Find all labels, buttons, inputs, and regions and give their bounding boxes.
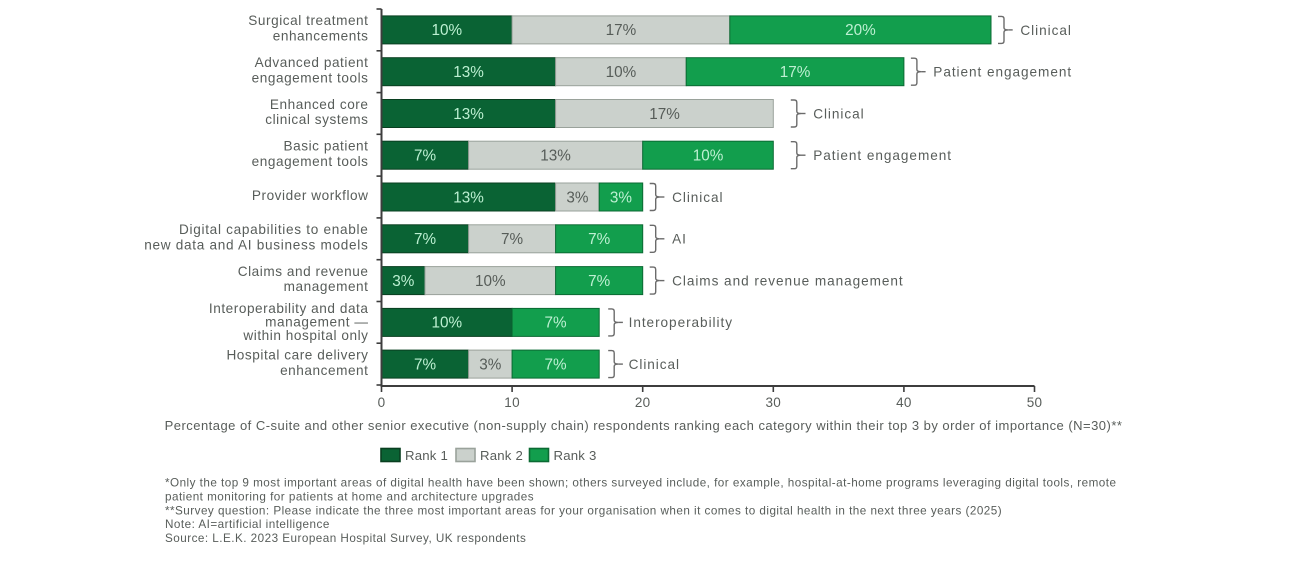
svg-text:Patient engagement: Patient engagement: [813, 148, 952, 163]
svg-text:30: 30: [765, 395, 781, 410]
svg-text:Advanced patient: Advanced patient: [255, 55, 369, 70]
svg-text:Clinical: Clinical: [813, 106, 864, 121]
svg-text:enhancements: enhancements: [273, 29, 369, 44]
svg-text:Source: L.E.K. 2023 European H: Source: L.E.K. 2023 European Hospital Su…: [165, 532, 526, 545]
svg-text:AI: AI: [672, 232, 687, 247]
svg-text:10%: 10%: [475, 273, 506, 290]
svg-text:Patient engagement: Patient engagement: [933, 65, 1072, 80]
svg-text:Clinical: Clinical: [1020, 23, 1071, 38]
svg-text:10%: 10%: [431, 22, 462, 39]
svg-text:Percentage of C-suite and othe: Percentage of C-suite and other senior e…: [165, 418, 1123, 433]
svg-text:Rank 2: Rank 2: [480, 448, 523, 463]
svg-text:within hospital only: within hospital only: [242, 328, 368, 343]
svg-text:0: 0: [378, 395, 386, 410]
svg-text:Rank 1: Rank 1: [405, 448, 448, 463]
svg-text:Clinical: Clinical: [629, 357, 680, 372]
svg-text:Rank 3: Rank 3: [554, 448, 597, 463]
svg-text:50: 50: [1027, 395, 1043, 410]
svg-text:7%: 7%: [414, 231, 437, 248]
svg-text:10%: 10%: [431, 315, 462, 332]
svg-text:Provider workflow: Provider workflow: [252, 188, 369, 203]
svg-text:engagement tools: engagement tools: [252, 154, 369, 169]
svg-text:Note: AI=artificial intelligen: Note: AI=artificial intelligence: [165, 518, 330, 531]
svg-text:patient monitoring for patient: patient monitoring for patients at home …: [165, 491, 534, 504]
svg-text:management —: management —: [265, 315, 368, 330]
svg-text:7%: 7%: [588, 231, 611, 248]
svg-text:17%: 17%: [780, 64, 811, 81]
svg-text:7%: 7%: [501, 231, 524, 248]
svg-text:13%: 13%: [453, 189, 484, 206]
svg-text:13%: 13%: [453, 106, 484, 123]
svg-text:**Survey question: Please indi: **Survey question: Please indicate the t…: [165, 505, 1002, 518]
svg-text:Basic patient: Basic patient: [284, 139, 369, 154]
svg-text:40: 40: [896, 395, 912, 410]
svg-text:17%: 17%: [606, 22, 637, 39]
svg-text:Clinical: Clinical: [672, 190, 723, 205]
svg-text:17%: 17%: [649, 106, 680, 123]
svg-text:*Only the top 9 most important: *Only the top 9 most important areas of …: [165, 477, 1116, 490]
svg-text:Digital capabilities to enable: Digital capabilities to enable: [179, 222, 369, 237]
svg-text:13%: 13%: [540, 148, 571, 165]
svg-text:7%: 7%: [545, 356, 568, 373]
svg-text:Hospital care delivery: Hospital care delivery: [226, 348, 368, 363]
svg-text:clinical systems: clinical systems: [265, 112, 368, 127]
svg-text:20: 20: [635, 395, 651, 410]
svg-text:Claims and revenue management: Claims and revenue management: [672, 274, 904, 289]
svg-text:10: 10: [504, 395, 520, 410]
svg-text:7%: 7%: [545, 315, 568, 332]
svg-text:Enhanced core: Enhanced core: [270, 97, 369, 112]
svg-text:3%: 3%: [610, 189, 633, 206]
svg-text:7%: 7%: [414, 356, 437, 373]
svg-text:Surgical treatment: Surgical treatment: [248, 13, 368, 28]
svg-text:new data and AI business model: new data and AI business models: [144, 237, 368, 252]
svg-text:10%: 10%: [693, 148, 724, 165]
svg-text:10%: 10%: [606, 64, 637, 81]
svg-text:7%: 7%: [414, 148, 437, 165]
svg-text:Interoperability and data: Interoperability and data: [209, 301, 369, 316]
svg-text:enhancement: enhancement: [280, 363, 368, 378]
svg-text:20%: 20%: [845, 22, 876, 39]
svg-text:7%: 7%: [588, 273, 611, 290]
svg-text:3%: 3%: [392, 273, 415, 290]
svg-text:Claims and revenue: Claims and revenue: [238, 264, 369, 279]
svg-text:Interoperability: Interoperability: [629, 315, 733, 330]
svg-text:3%: 3%: [479, 356, 502, 373]
svg-text:management: management: [284, 279, 369, 294]
svg-text:3%: 3%: [566, 189, 589, 206]
svg-text:engagement tools: engagement tools: [252, 70, 369, 85]
svg-text:13%: 13%: [453, 64, 484, 81]
